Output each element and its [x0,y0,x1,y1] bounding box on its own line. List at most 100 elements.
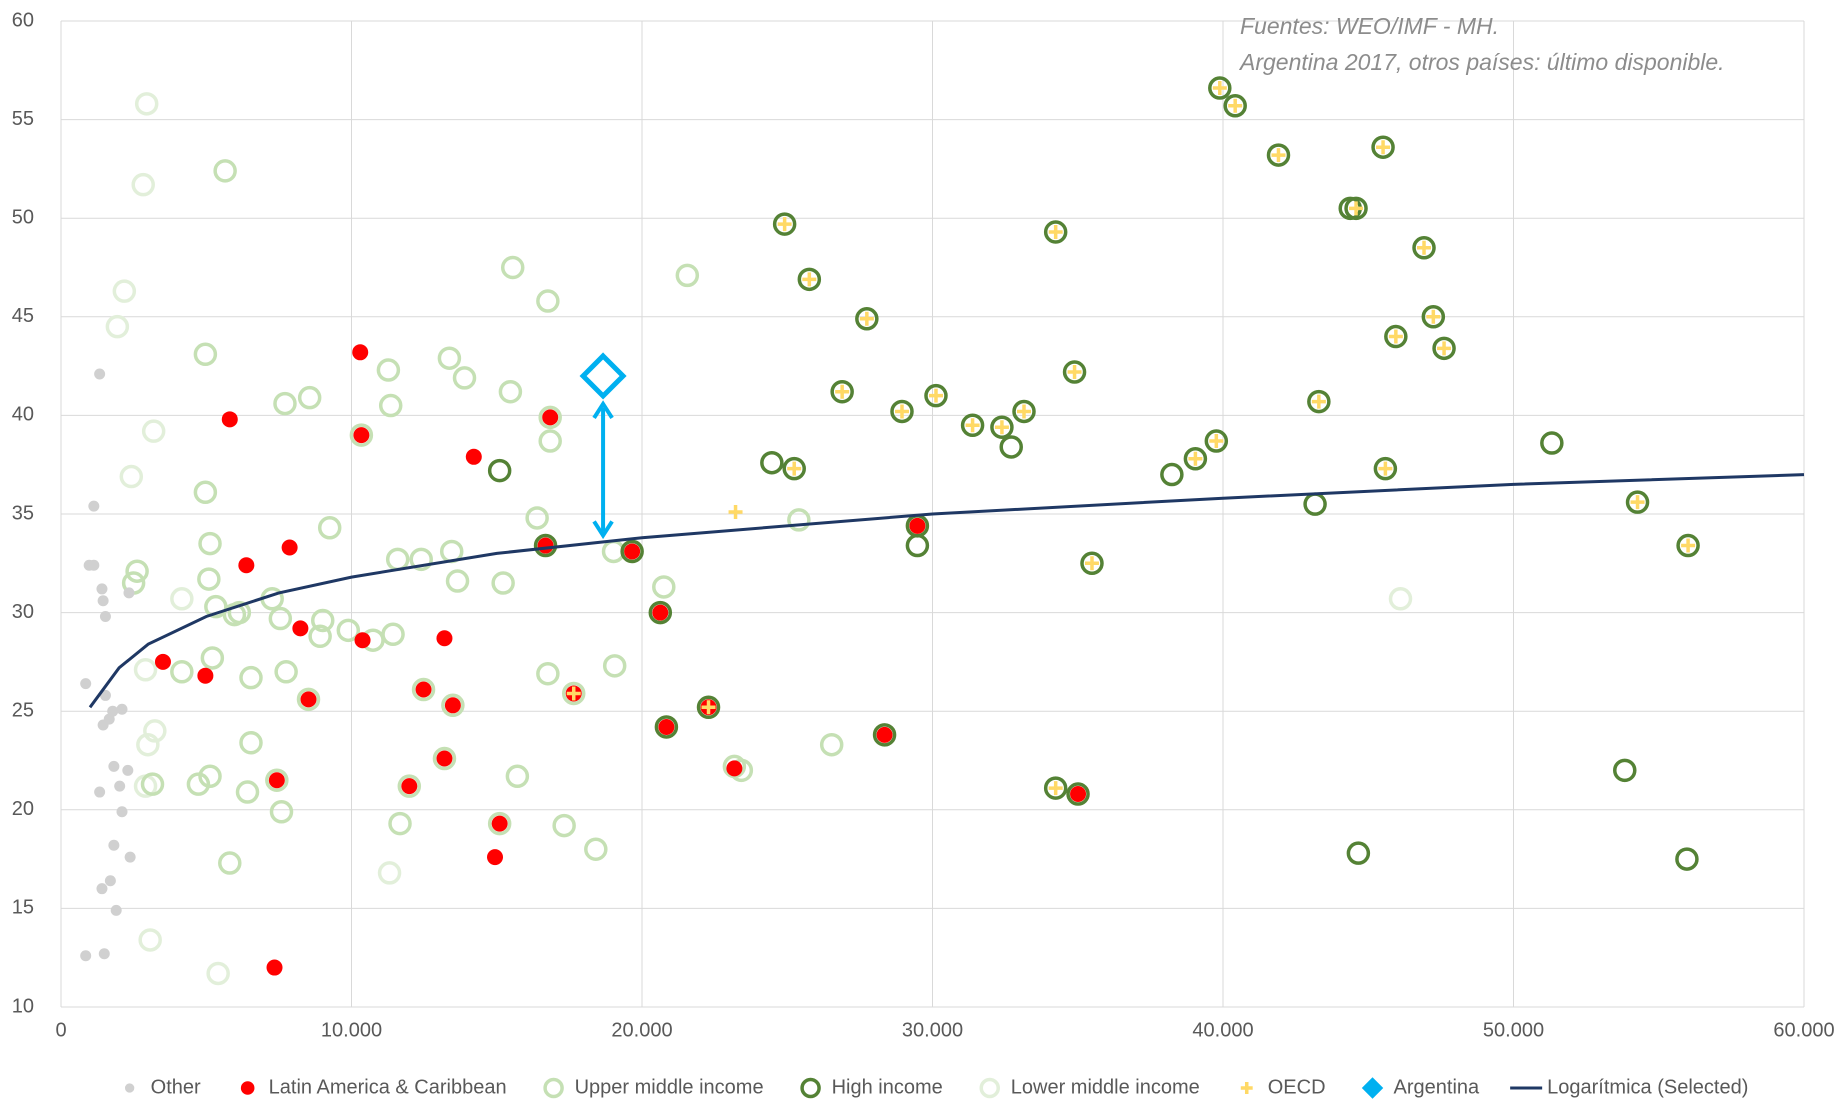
ring [136,732,160,757]
legend-label: OECD [1268,1076,1326,1098]
dot [108,839,120,851]
plus [1067,365,1082,380]
ring [1043,220,1068,244]
dot [1070,786,1087,803]
ring [924,383,948,408]
plus [835,384,850,399]
ring [138,928,162,952]
ring [186,772,211,796]
x-tick-label: 20.000 [611,1019,672,1041]
ring [273,391,297,416]
legend-label: Argentina [1394,1076,1480,1098]
ring [979,1077,1000,1099]
dot [108,760,120,772]
dot [353,427,370,444]
y-tick-label: 25 [12,699,34,721]
ring [378,393,403,418]
dot [94,786,106,798]
ring [140,772,165,796]
ring [1613,758,1637,783]
ring [193,480,218,505]
dot [221,411,238,428]
arrow-head [592,400,614,420]
ring [538,429,562,453]
legend-label: High income [832,1076,943,1098]
legend-label: Lower middle income [1011,1076,1200,1098]
ring [536,289,560,313]
ring [432,746,457,771]
ring [772,212,797,236]
dot [124,1083,135,1093]
ring [193,342,218,367]
ring [787,508,811,532]
dot [268,772,285,789]
plus [1271,148,1286,163]
ring [441,693,465,718]
ring [1412,236,1436,260]
plus [566,686,581,701]
dot [154,653,171,670]
ring [675,263,700,288]
y-tick-label: 50 [12,206,34,228]
legend-item: OECD [1240,1076,1326,1098]
ring [654,715,679,739]
dot [436,750,453,767]
plus [1349,201,1364,216]
ring [134,92,159,116]
ring [498,379,523,404]
legend-item: Lower middle income [979,1076,1200,1099]
plus [1048,225,1063,240]
ring [141,419,166,443]
ring [265,768,289,792]
plus [965,418,980,433]
ring [1208,76,1232,100]
ring [1676,533,1700,558]
plus [859,311,874,326]
ring [760,450,784,475]
dot [104,875,116,887]
y-tick-label: 45 [12,305,34,327]
plus [1240,1082,1253,1094]
ring [491,571,515,595]
ring [1012,399,1036,424]
x-tick-label: 0 [55,1019,66,1041]
dot [436,630,453,647]
plus [1388,329,1403,344]
ring [268,606,293,631]
ring [648,600,673,625]
dot [97,595,109,607]
legend-label: Other [151,1076,201,1098]
plus [1437,341,1452,356]
ring [620,539,644,564]
plus [1228,98,1243,113]
annotation: Argentina 2017, otros países: último dis… [1238,49,1725,75]
ring [197,567,221,591]
ring [1540,431,1564,455]
dot [240,1081,255,1095]
plus [787,461,802,476]
ring [1204,429,1229,453]
ring [855,307,879,331]
ring [487,811,512,836]
dot [658,718,675,735]
ring [274,660,298,684]
legend: Other Latin America & Caribbean Upper midd… [124,1076,1748,1099]
ring [536,661,560,686]
plus [1311,394,1326,409]
ring [1371,135,1395,159]
ring [1223,94,1247,118]
ring [296,687,321,712]
dot [876,726,893,743]
dot [114,780,126,792]
plus [1048,781,1063,796]
x-tick-label: 40.000 [1192,1019,1253,1041]
plus [1209,434,1224,449]
ring [602,654,627,678]
ring [112,279,137,303]
dot [99,689,111,701]
ring [552,813,576,838]
dot [80,950,92,962]
ring [1373,456,1398,481]
ring [1160,462,1184,487]
ring [1066,782,1090,806]
